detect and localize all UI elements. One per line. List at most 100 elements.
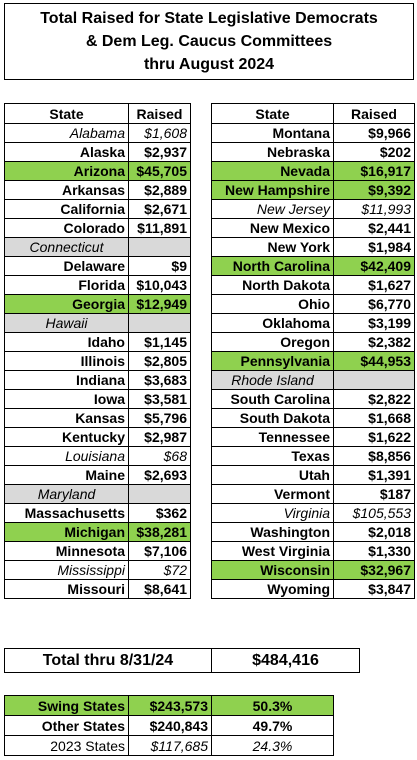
state-cell: Virginia <box>211 503 334 523</box>
raised-cell: $2,018 <box>333 522 415 542</box>
column-header: State <box>4 103 129 124</box>
raised-cell: $9,966 <box>333 123 415 143</box>
raised-cell: $38,281 <box>128 522 191 542</box>
title-line: thru August 2024 <box>143 56 275 73</box>
state-cell: Iowa <box>4 389 129 409</box>
title-line: Total Raised for State Legislative Democ… <box>40 10 378 27</box>
raised-cell: $1,627 <box>333 275 415 295</box>
state-cell: Ohio <box>211 294 334 314</box>
raised-cell <box>128 313 191 333</box>
raised-cell: $1,668 <box>333 408 415 428</box>
title-line: & Dem Leg. Caucus Committees <box>85 33 333 50</box>
column-header: Raised <box>333 103 415 124</box>
raised-cell: $6,770 <box>333 294 415 314</box>
raised-cell: $362 <box>128 503 191 523</box>
state-cell: Hawaii <box>4 313 129 333</box>
column-header: State <box>211 103 334 124</box>
total-label: Total thru 8/31/24 <box>4 648 212 673</box>
state-cell: Mississippi <box>4 560 129 580</box>
state-cell: Arizona <box>4 161 129 181</box>
raised-cell: $44,953 <box>333 351 415 371</box>
raised-cell: $9,392 <box>333 180 415 200</box>
raised-cell: $187 <box>333 484 415 504</box>
raised-cell: $11,891 <box>128 218 191 238</box>
raised-cell: $2,937 <box>128 142 191 162</box>
state-cell: Oklahoma <box>211 313 334 333</box>
summary-value: $243,573 <box>128 695 212 716</box>
state-cell: Indiana <box>4 370 129 390</box>
raised-cell: $7,106 <box>128 541 191 561</box>
state-cell: Rhode Island <box>211 370 334 390</box>
raised-cell: $5,796 <box>128 408 191 428</box>
state-cell: New Mexico <box>211 218 334 238</box>
state-cell: Nebraska <box>211 142 334 162</box>
raised-cell: $1,145 <box>128 332 191 352</box>
raised-cell: $3,847 <box>333 579 415 599</box>
state-cell: Massachusetts <box>4 503 129 523</box>
state-cell: New Hampshire <box>211 180 334 200</box>
summary-label: Swing States <box>4 695 129 716</box>
state-cell: Alaska <box>4 142 129 162</box>
state-cell: Montana <box>211 123 334 143</box>
raised-cell: $32,967 <box>333 560 415 580</box>
state-cell: Vermont <box>211 484 334 504</box>
state-cell: South Carolina <box>211 389 334 409</box>
raised-cell <box>128 484 191 504</box>
state-cell: Michigan <box>4 522 129 542</box>
raised-cell: $16,917 <box>333 161 415 181</box>
state-cell: Idaho <box>4 332 129 352</box>
raised-cell: $2,382 <box>333 332 415 352</box>
raised-cell: $1,622 <box>333 427 415 447</box>
state-cell: Wisconsin <box>211 560 334 580</box>
state-cell: Pennsylvania <box>211 351 334 371</box>
state-cell: Tennessee <box>211 427 334 447</box>
state-cell: Texas <box>211 446 334 466</box>
state-cell: West Virginia <box>211 541 334 561</box>
raised-cell: $2,822 <box>333 389 415 409</box>
raised-cell: $2,889 <box>128 180 191 200</box>
state-cell: Kentucky <box>4 427 129 447</box>
summary-label: Other States <box>4 715 129 736</box>
state-cell: Alabama <box>4 123 129 143</box>
state-cell: Minnesota <box>4 541 129 561</box>
summary-value: $117,685 <box>128 735 212 756</box>
raised-cell: $1,391 <box>333 465 415 485</box>
summary-share: 49.7% <box>211 715 334 736</box>
state-cell: Georgia <box>4 294 129 314</box>
raised-cell: $2,671 <box>128 199 191 219</box>
raised-cell: $2,987 <box>128 427 191 447</box>
raised-cell <box>333 370 415 390</box>
state-cell: Wyoming <box>211 579 334 599</box>
raised-cell: $2,805 <box>128 351 191 371</box>
state-cell: Missouri <box>4 579 129 599</box>
title-box: Total Raised for State Legislative Democ… <box>4 3 414 80</box>
raised-cell: $12,949 <box>128 294 191 314</box>
raised-cell: $2,693 <box>128 465 191 485</box>
state-cell: Utah <box>211 465 334 485</box>
state-cell: Colorado <box>4 218 129 238</box>
state-cell: South Dakota <box>211 408 334 428</box>
summary-share: 24.3% <box>211 735 334 756</box>
raised-cell: $72 <box>128 560 191 580</box>
raised-cell: $1,984 <box>333 237 415 257</box>
state-cell: Nevada <box>211 161 334 181</box>
state-cell: Louisiana <box>4 446 129 466</box>
state-cell: Maine <box>4 465 129 485</box>
state-cell: California <box>4 199 129 219</box>
state-cell: Washington <box>211 522 334 542</box>
raised-cell: $11,993 <box>333 199 415 219</box>
state-cell: Arkansas <box>4 180 129 200</box>
raised-cell: $45,705 <box>128 161 191 181</box>
state-cell: North Dakota <box>211 275 334 295</box>
state-cell: New Jersey <box>211 199 334 219</box>
column-header: Raised <box>128 103 191 124</box>
summary-label: 2023 States <box>4 735 129 756</box>
raised-cell: $3,683 <box>128 370 191 390</box>
raised-cell: $2,441 <box>333 218 415 238</box>
raised-cell: $42,409 <box>333 256 415 276</box>
state-cell: North Carolina <box>211 256 334 276</box>
raised-cell: $3,581 <box>128 389 191 409</box>
raised-cell <box>128 237 191 257</box>
raised-cell: $68 <box>128 446 191 466</box>
